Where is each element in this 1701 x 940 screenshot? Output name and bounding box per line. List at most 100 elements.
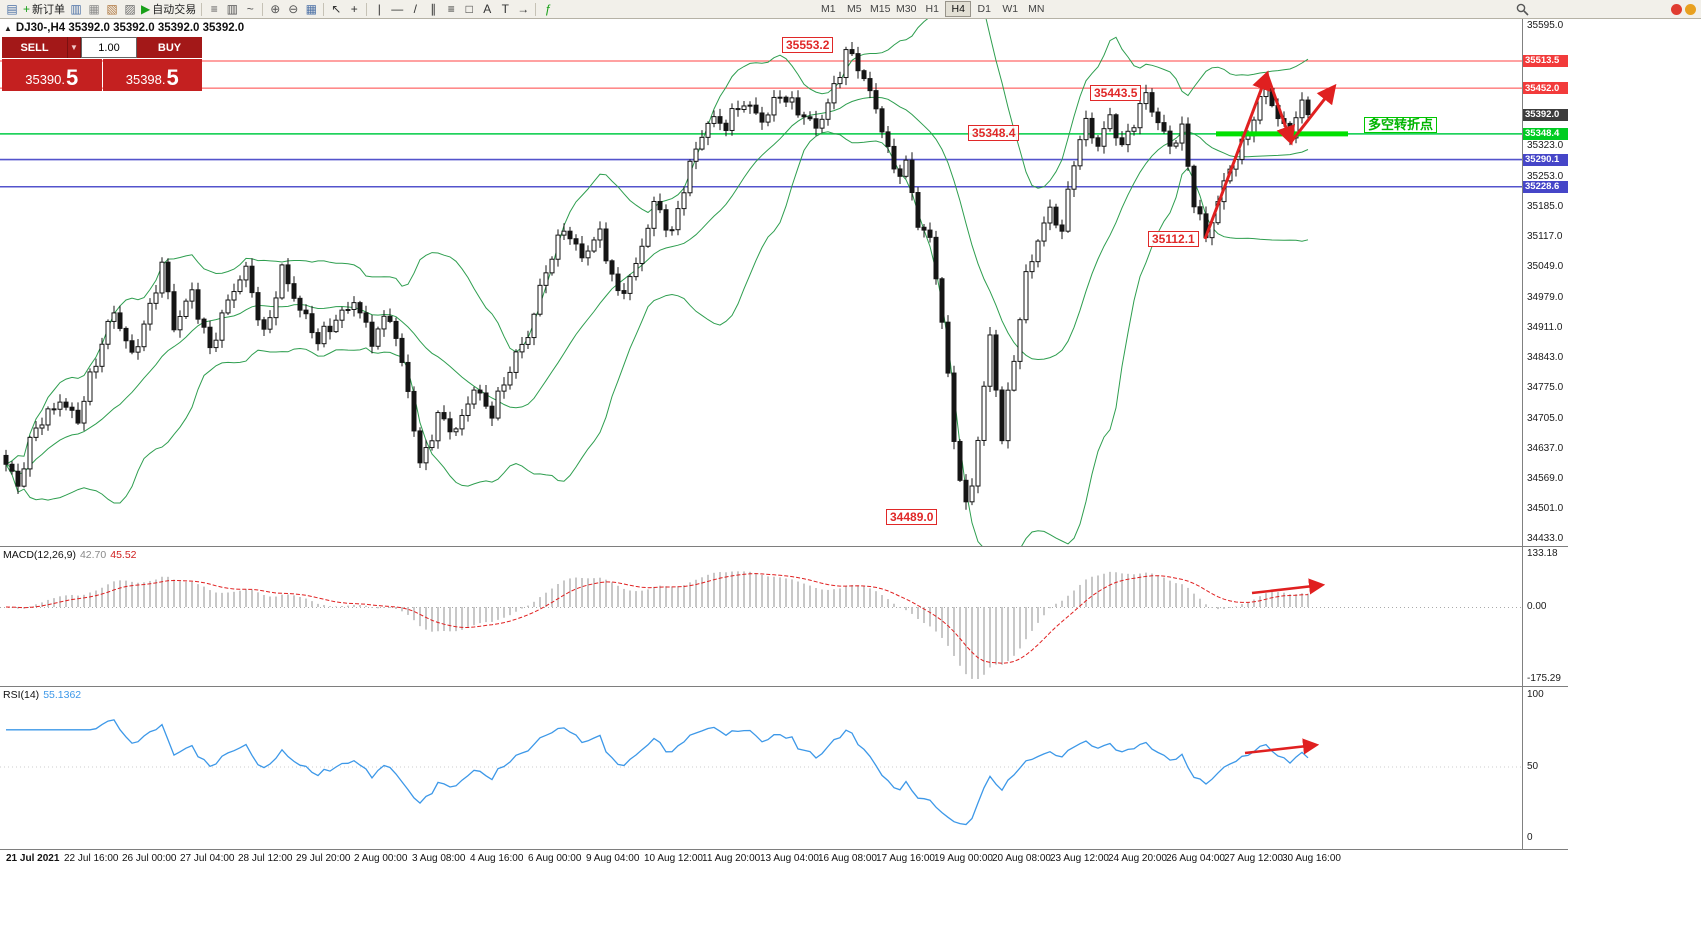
hline-icon[interactable]: — bbox=[388, 1, 406, 18]
autotrade-button-glyph: ▶ bbox=[141, 2, 151, 16]
macd-scale-zero: 0.00 bbox=[1527, 601, 1547, 612]
one-click-trading-panel: SELL ▼ BUY 35390. 5 35398. 5 bbox=[2, 37, 202, 91]
chart-title-text: DJ30-,H4 35392.0 35392.0 35392.0 35392.0 bbox=[15, 22, 245, 34]
price-level-label: 35290.1 bbox=[1523, 153, 1568, 166]
shapes-icon[interactable]: □ bbox=[460, 1, 478, 18]
timeframe-toolbar: M1 M5 M15 M30 H1 H4 D1 W1 MN bbox=[815, 1, 1049, 17]
candles-chart-icon-glyph: ▥ bbox=[226, 2, 238, 16]
price-annotation[interactable]: 35112.1 bbox=[1148, 231, 1199, 247]
timeframe-m1[interactable]: M1 bbox=[820, 3, 836, 15]
time-axis-label: 27 Jul 04:00 bbox=[180, 853, 235, 864]
vline-icon[interactable]: | bbox=[370, 1, 388, 18]
time-axis-label: 2 Aug 00:00 bbox=[354, 853, 408, 864]
price-axis-tick: 35049.0 bbox=[1527, 261, 1564, 273]
volume-box bbox=[81, 37, 137, 58]
timeframe-mn[interactable]: MN bbox=[1028, 3, 1045, 15]
rsi-scale-mid: 50 bbox=[1527, 761, 1539, 772]
line-chart-icon-glyph: ~ bbox=[246, 2, 254, 16]
terminal-icon[interactable]: ▨ bbox=[121, 1, 139, 18]
zoom-in-icon[interactable]: ⊕ bbox=[266, 1, 284, 18]
timeframe-d1[interactable]: D1 bbox=[977, 3, 991, 15]
timeframe-m5[interactable]: M5 bbox=[846, 3, 862, 15]
zoom-in-icon-glyph: ⊕ bbox=[270, 2, 281, 16]
time-axis-label: 22 Jul 16:00 bbox=[64, 853, 119, 864]
new-order-button-label: 新订单 bbox=[32, 4, 66, 16]
collapse-icon[interactable]: ▲ bbox=[4, 23, 12, 33]
line-chart-icon[interactable]: ~ bbox=[241, 1, 259, 18]
time-axis-label: 19 Aug 00:00 bbox=[934, 853, 993, 864]
price-axis-tick: 34911.0 bbox=[1527, 321, 1563, 333]
rsi-label: RSI(14) 55.1362 bbox=[3, 689, 81, 701]
autotrade-button[interactable]: ▶ 自动交易 bbox=[139, 1, 198, 18]
toolbar: ▤ + 新订单 ▥ ▦ ▧ ▨ ▶ 自动交易 ≡ ▥ ~ ⊕ ⊖ ▦ ↖ + | — / ∥ ≡ □ A T → ƒ M1 M5 M15… bbox=[0, 0, 1701, 19]
price-axis-tick: 35595.0 bbox=[1527, 20, 1564, 31]
market-watch-icon-glyph: ▥ bbox=[70, 2, 82, 16]
data-window-icon[interactable]: ▦ bbox=[85, 1, 103, 18]
macd-canvas[interactable] bbox=[0, 547, 1568, 686]
price-annotation[interactable]: 35553.2 bbox=[782, 37, 834, 53]
navigator-icon-glyph: ▧ bbox=[106, 2, 118, 16]
tile-windows-icon[interactable]: ▦ bbox=[302, 1, 320, 18]
fibonacci-icon-glyph: ≡ bbox=[447, 2, 455, 16]
sell-button[interactable]: SELL bbox=[2, 37, 67, 58]
arrow-tool-icon[interactable]: → bbox=[514, 1, 532, 18]
time-axis-label: 13 Aug 04:00 bbox=[760, 853, 819, 864]
status-yellow-icon[interactable] bbox=[1685, 4, 1696, 15]
bars-chart-icon[interactable]: ≡ bbox=[205, 1, 223, 18]
pivot-note-annotation[interactable]: 多空转折点 bbox=[1364, 117, 1438, 133]
autotrade-button-label: 自动交易 bbox=[152, 4, 197, 16]
vline-icon-glyph: | bbox=[377, 2, 381, 16]
price-annotation[interactable]: 34489.0 bbox=[886, 509, 938, 525]
channel-icon[interactable]: ∥ bbox=[424, 1, 442, 18]
sell-price-fraction: 5 bbox=[66, 65, 79, 90]
candles-chart-icon[interactable]: ▥ bbox=[223, 1, 241, 18]
price-level-label: 35228.6 bbox=[1523, 180, 1568, 193]
price-annotation[interactable]: 35348.4 bbox=[968, 125, 1020, 141]
fibonacci-icon[interactable]: ≡ bbox=[442, 1, 460, 18]
timeframe-h4[interactable]: H4 bbox=[945, 1, 972, 17]
sell-price[interactable]: 35390. 5 bbox=[2, 59, 102, 91]
shapes-icon-glyph: □ bbox=[465, 2, 473, 16]
timeframe-m15[interactable]: M15 bbox=[870, 3, 891, 15]
macd-panel: MACD(12,26,9) 42.70 45.52 133.18 0.00 -175… bbox=[0, 547, 1568, 687]
rsi-canvas[interactable] bbox=[0, 687, 1568, 849]
rsi-value: 55.1362 bbox=[43, 689, 82, 701]
zoom-out-icon[interactable]: ⊖ bbox=[284, 1, 302, 18]
time-axis-label: 30 Aug 16:00 bbox=[1282, 853, 1341, 864]
terminal-icon-glyph: ▨ bbox=[124, 2, 136, 16]
price-axis-tick: 34705.0 bbox=[1527, 412, 1564, 424]
buy-price-fraction: 5 bbox=[166, 65, 179, 90]
trendline-icon[interactable]: / bbox=[406, 1, 424, 18]
market-watch-icon[interactable]: ▥ bbox=[67, 1, 85, 18]
indicators-icon[interactable]: ƒ bbox=[539, 1, 557, 18]
price-axis-tick: 35117.0 bbox=[1527, 231, 1563, 243]
price-axis-tick: 34433.0 bbox=[1527, 533, 1564, 544]
main-chart-canvas[interactable] bbox=[0, 19, 1568, 546]
new-chart-icon-glyph: ▤ bbox=[6, 2, 18, 16]
price-axis-tick: 34979.0 bbox=[1527, 291, 1564, 303]
volume-dropdown-icon[interactable]: ▼ bbox=[67, 37, 81, 58]
new-order-button[interactable]: + 新订单 bbox=[21, 1, 67, 18]
navigator-icon[interactable]: ▧ bbox=[103, 1, 121, 18]
price-axis-tick: 34501.0 bbox=[1527, 502, 1564, 514]
text-icon[interactable]: A bbox=[478, 1, 496, 18]
cursor-icon[interactable]: ↖ bbox=[327, 1, 345, 18]
time-axis[interactable]: 21 Jul 2021 22 Jul 16:00 26 Jul 00:00 27 Ju… bbox=[0, 850, 1568, 868]
time-axis-label: 26 Aug 04:00 bbox=[1166, 853, 1225, 864]
buy-price[interactable]: 35398. 5 bbox=[102, 59, 202, 91]
buy-button[interactable]: BUY bbox=[137, 37, 202, 58]
time-axis-label: 29 Jul 20:00 bbox=[296, 853, 351, 864]
new-chart-icon[interactable]: ▤ bbox=[3, 1, 21, 18]
timeframe-h1[interactable]: H1 bbox=[925, 3, 939, 15]
label-icon[interactable]: T bbox=[496, 1, 514, 18]
price-level-label: 35392.0 bbox=[1523, 108, 1568, 121]
label-icon-glyph: T bbox=[501, 2, 509, 16]
price-annotation[interactable]: 35443.5 bbox=[1090, 85, 1142, 101]
volume-input[interactable] bbox=[82, 38, 136, 57]
crosshair-icon[interactable]: + bbox=[345, 1, 363, 18]
time-axis-label: 16 Aug 08:00 bbox=[818, 853, 877, 864]
status-red-icon[interactable] bbox=[1671, 4, 1682, 15]
timeframe-m30[interactable]: M30 bbox=[896, 3, 917, 15]
timeframe-w1[interactable]: W1 bbox=[1002, 3, 1019, 15]
